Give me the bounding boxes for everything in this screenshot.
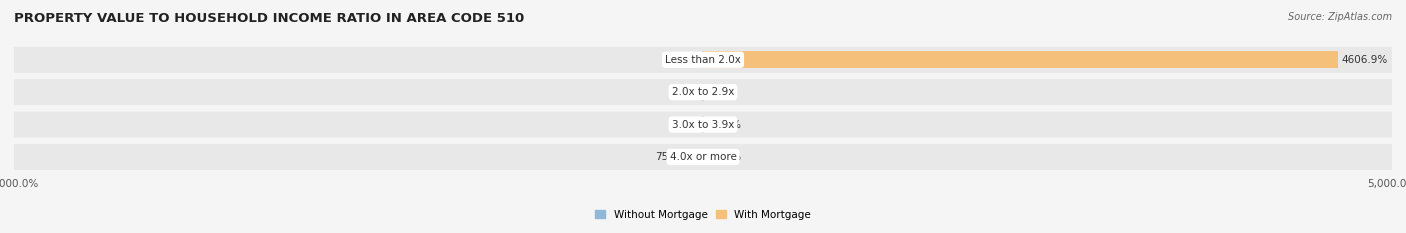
Text: 4.0x or more: 4.0x or more	[669, 152, 737, 162]
Text: 8.0%: 8.0%	[672, 55, 697, 65]
Bar	[703, 116, 704, 133]
Text: 4606.9%: 4606.9%	[1341, 55, 1388, 65]
Text: 75.6%: 75.6%	[655, 152, 689, 162]
Text: 2.0x to 2.9x: 2.0x to 2.9x	[672, 87, 734, 97]
Text: 6.8%: 6.8%	[672, 87, 697, 97]
Text: Less than 2.0x: Less than 2.0x	[665, 55, 741, 65]
Text: 8.3%: 8.3%	[671, 120, 697, 130]
FancyBboxPatch shape	[14, 144, 1392, 170]
Text: PROPERTY VALUE TO HOUSEHOLD INCOME RATIO IN AREA CODE 510: PROPERTY VALUE TO HOUSEHOLD INCOME RATIO…	[14, 12, 524, 25]
Bar	[693, 148, 703, 165]
Text: 10.6%: 10.6%	[709, 120, 741, 130]
FancyBboxPatch shape	[14, 47, 1392, 73]
FancyBboxPatch shape	[14, 79, 1392, 105]
Text: 15.1%: 15.1%	[709, 152, 742, 162]
FancyBboxPatch shape	[14, 112, 1392, 137]
Text: Source: ZipAtlas.com: Source: ZipAtlas.com	[1288, 12, 1392, 22]
Legend: Without Mortgage, With Mortgage: Without Mortgage, With Mortgage	[595, 210, 811, 220]
Bar	[703, 51, 1337, 68]
Bar	[703, 148, 704, 165]
Text: 6.2%: 6.2%	[709, 87, 734, 97]
Text: 3.0x to 3.9x: 3.0x to 3.9x	[672, 120, 734, 130]
